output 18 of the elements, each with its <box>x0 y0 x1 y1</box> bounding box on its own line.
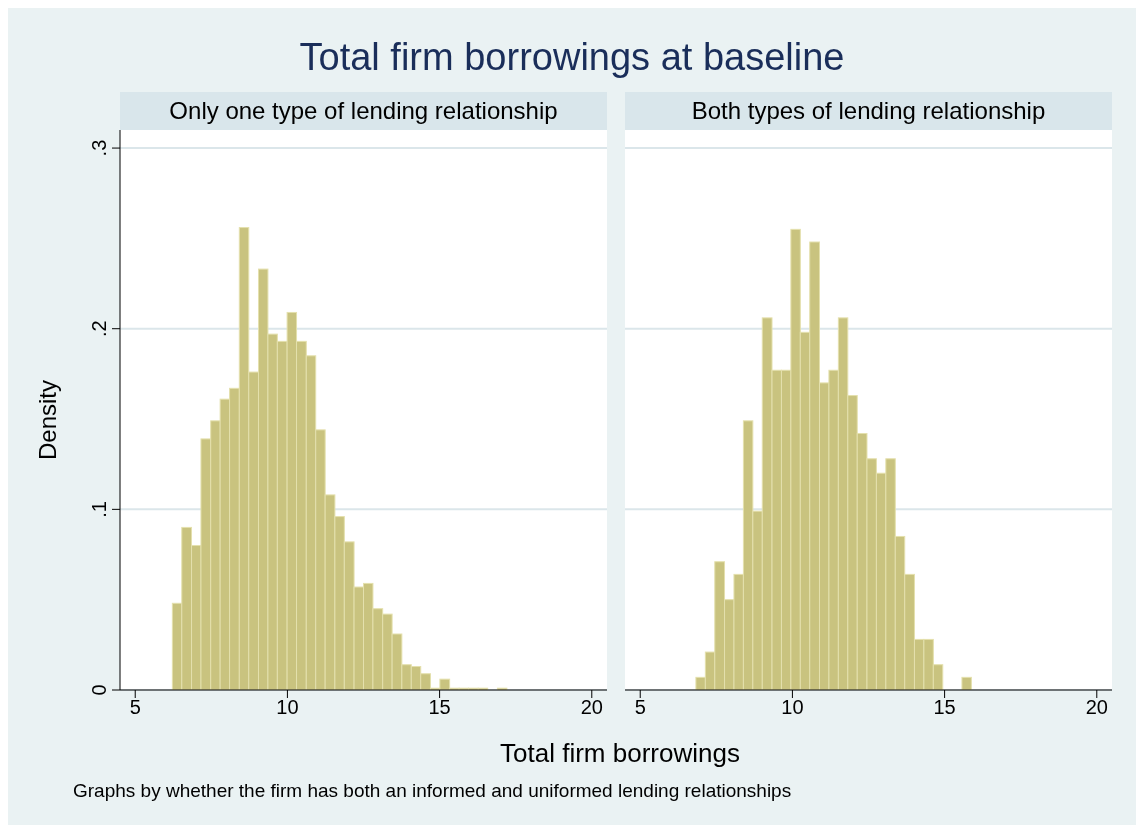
text: Graphs by whether the firm has both an informed and uniformed lending relationships <box>73 780 792 802</box>
x-axis-title: Total firm borrowings <box>499 738 741 769</box>
x-tick-label: 5 <box>129 696 141 719</box>
x-tick-label: 20 <box>1085 696 1108 719</box>
x-tick-label: 15 <box>428 696 451 719</box>
y-axis-title: Density <box>34 379 62 461</box>
y-tick-label: .1 <box>88 501 110 518</box>
y-tick-label: .2 <box>88 320 110 338</box>
x-tick-label: 20 <box>580 696 603 719</box>
chart-title: Total firm borrowings at baseline <box>298 36 846 79</box>
x-tick-label: 10 <box>276 696 299 719</box>
chart-subtitle: Only one type of lending relationship <box>120 92 607 130</box>
x-tick-label: 10 <box>781 696 804 719</box>
y-tick-label: .3 <box>88 139 110 157</box>
x-tick-label: 15 <box>933 696 956 719</box>
chart-subtitle: Both types of lending relationship <box>625 92 1112 130</box>
x-tick-label: 5 <box>634 696 646 719</box>
y-tick-label: 0 <box>88 684 110 696</box>
